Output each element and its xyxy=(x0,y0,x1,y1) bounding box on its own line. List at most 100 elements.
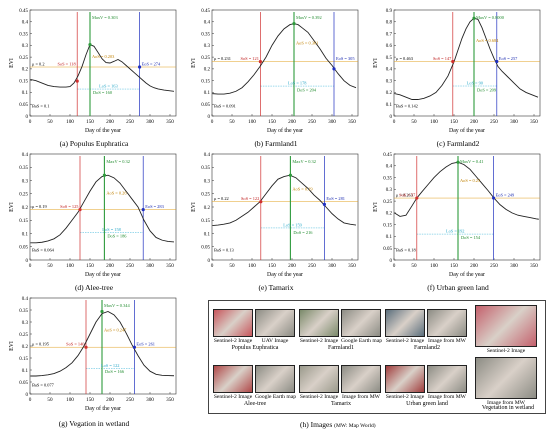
sos-label: SoS = 121 xyxy=(241,56,259,61)
eos-label: EoS = 305 xyxy=(336,56,355,61)
los-label: LoS = 178 xyxy=(288,81,307,86)
eos-label: EoS = 283 xyxy=(145,204,164,209)
y-tick-label: 0.25 xyxy=(19,56,28,61)
y-tick-label: 0.25 xyxy=(19,333,28,338)
images-caption: (h) Images (MW: Map World) xyxy=(300,420,376,429)
y-tick-label: 0.35 xyxy=(19,166,28,171)
eos-label: EoS = 261 xyxy=(136,342,155,347)
image-thumb xyxy=(213,365,253,393)
chart-caption-g: (g) Vegation in wetland xyxy=(58,419,130,428)
chart-caption-d: (d) Alee-tree xyxy=(74,283,114,292)
y-tick-label: 0.3 xyxy=(386,79,393,84)
x-tick-label: 200 xyxy=(470,263,478,269)
dos-label: DoS = 204 xyxy=(297,88,317,93)
eos-label: EoS = 257 xyxy=(499,56,518,61)
x-axis-label: Day of the year xyxy=(449,127,485,134)
x-tick-label: 150 xyxy=(86,397,94,403)
bas-label: BaS = 0.18 xyxy=(396,248,416,253)
eos-point xyxy=(332,67,336,71)
dos-label: DoS = 209 xyxy=(477,87,497,92)
y-tick-label: 0.2 xyxy=(204,206,211,211)
y-tick-label: 0.15 xyxy=(201,79,210,84)
eos-point xyxy=(141,208,145,212)
y-tick-label: 0.3 xyxy=(386,188,393,193)
bas-label: BaS = 0.13 xyxy=(214,248,234,253)
dos-label: DoS = 154 xyxy=(461,235,481,240)
image-thumb xyxy=(213,309,253,337)
mu-label: μ = 0.195 xyxy=(32,342,50,347)
y-tick-label: 0.1 xyxy=(386,103,393,108)
x-tick-label: 0 xyxy=(29,263,32,269)
thumb-label: Sentinel-2 Image xyxy=(213,394,253,400)
dos-label: DoS = 186 xyxy=(107,233,127,238)
mu-label: μ = 0.19 xyxy=(32,204,48,209)
chart-caption-b: (b) Farmland1 xyxy=(254,139,298,148)
eos-point xyxy=(138,65,142,69)
y-tick-label: 0.2 xyxy=(22,345,29,350)
y-tick-label: 0.5 xyxy=(386,56,393,61)
x-tick-label: 250 xyxy=(126,263,134,269)
sos-point xyxy=(259,200,263,204)
pos-point xyxy=(292,22,296,26)
pos-point xyxy=(102,173,106,177)
plot-frame xyxy=(393,153,541,261)
los-label: LoS = 158 xyxy=(102,227,121,232)
x-tick-label: 250 xyxy=(308,263,316,269)
x-tick-label: 300 xyxy=(328,119,336,125)
bas-label: BaS = 0.064 xyxy=(32,248,55,253)
image-thumb xyxy=(475,305,537,347)
maxv-label: MaxV = 0.392 xyxy=(296,15,322,20)
image-group-label: Alee-tree xyxy=(243,401,267,407)
y-axis-label: EVI xyxy=(373,58,379,68)
x-tick-label: 250 xyxy=(308,119,316,125)
chart-panel-e: 0 50 100 150 200 250 300 350 0 0.05 0.1 0.15 0.2 0.25… xyxy=(190,150,362,280)
y-tick-label: 0 xyxy=(26,115,29,120)
image-thumb xyxy=(255,365,295,393)
y-tick-label: 0.1 xyxy=(204,91,211,96)
thumb-label: Sentinel-2 Image xyxy=(486,348,526,354)
image-group-label: Vegetation in wetland xyxy=(481,405,535,411)
images-caption-title: (h) Images xyxy=(300,420,333,429)
chart-svg-g: 0 50 100 150 200 250 300 350 0 0.05 0.1 0.15 0.2 0.25… xyxy=(9,297,177,412)
los-label: LoS = 159 xyxy=(283,222,302,227)
eos-label: EoS = 249 xyxy=(496,193,515,198)
aos-label: AoS = 0.203 xyxy=(92,54,115,59)
y-tick-label: 0.4 xyxy=(386,68,393,73)
x-tick-label: 0 xyxy=(393,263,396,269)
x-tick-label: 300 xyxy=(510,119,518,125)
y-tick-label: 0.15 xyxy=(201,219,210,224)
image-thumb xyxy=(427,365,467,393)
x-tick-label: 200 xyxy=(106,397,114,403)
y-tick-label: 0.4 xyxy=(22,153,29,158)
x-tick-label: 0 xyxy=(29,119,32,125)
evi-curve xyxy=(212,174,357,226)
x-tick-label: 300 xyxy=(328,263,336,269)
y-tick-label: 0.3 xyxy=(204,179,211,184)
x-tick-label: 300 xyxy=(146,397,154,403)
x-tick-label: 250 xyxy=(490,119,498,125)
x-tick-label: 0 xyxy=(211,263,214,269)
x-tick-label: 350 xyxy=(348,263,356,269)
x-tick-label: 100 xyxy=(66,263,74,269)
plot-frame xyxy=(211,9,359,117)
image-group-label: Tamarix xyxy=(331,401,351,407)
y-axis-label: EVI xyxy=(9,341,15,351)
y-tick-label: 0.8 xyxy=(386,21,393,26)
thumb-label: Sentinel-2 Image xyxy=(385,338,425,344)
aos-label: AoS = 0.247 xyxy=(104,327,127,332)
x-tick-label: 350 xyxy=(530,119,538,125)
mu-label: μ = 0.2 xyxy=(32,62,45,67)
chart-svg-b: 0 50 100 150 200 250 300 350 0 0.05 0.1 0.15 0.2 0.25… xyxy=(191,9,359,134)
x-tick-label: 350 xyxy=(348,119,356,125)
eos-point xyxy=(495,59,499,64)
x-tick-label: 350 xyxy=(166,397,174,403)
maxv-label: MaxV = 0.303 xyxy=(92,15,118,20)
y-tick-label: 0.2 xyxy=(204,68,211,73)
maxv-label: MaxV = 0.8000 xyxy=(476,15,505,20)
x-axis-label: Day of the year xyxy=(267,271,303,278)
y-tick-label: 0.2 xyxy=(386,212,393,217)
x-tick-label: 200 xyxy=(288,263,296,269)
x-tick-label: 150 xyxy=(268,119,276,125)
x-tick-label: 350 xyxy=(530,263,538,269)
